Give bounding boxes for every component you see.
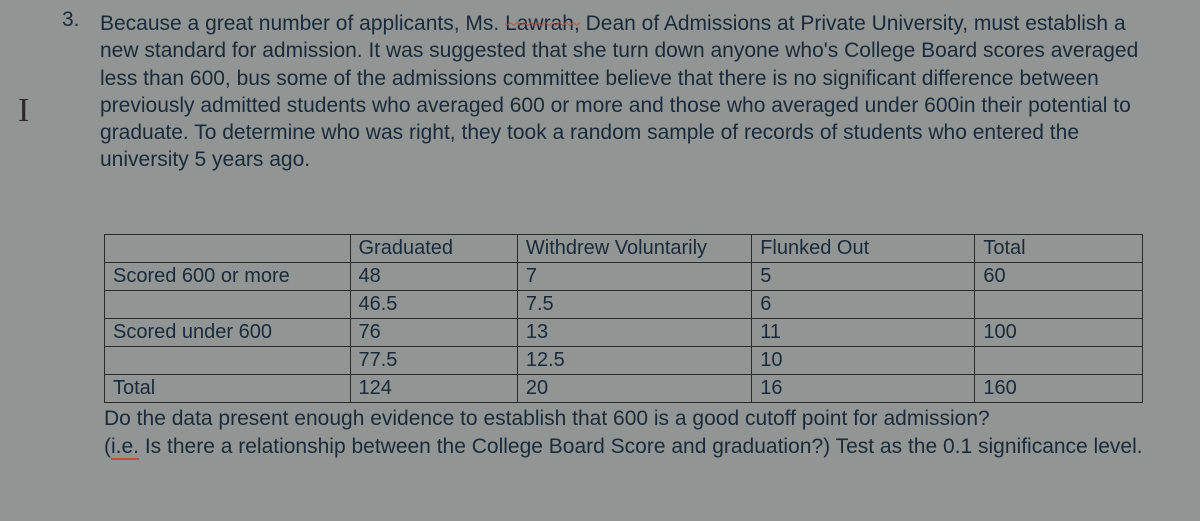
- question-tail: Do the data present enough evidence to e…: [100, 405, 1160, 460]
- cell: 160: [975, 374, 1142, 402]
- row-label: Scored under 600: [105, 318, 351, 346]
- cell: 7.5: [517, 290, 751, 318]
- question-number: 3.: [62, 8, 80, 32]
- cell: 5: [752, 262, 975, 290]
- question-body: Because a great number of applicants, Ms…: [100, 10, 1160, 174]
- table-row: 46.5 7.5 6: [105, 290, 1143, 318]
- worksheet-page: I 3. Because a great number of applicant…: [0, 0, 1200, 521]
- tail-rest: Is there a relationship between the Coll…: [139, 435, 1143, 458]
- table-row: Scored 600 or more 48 7 5 60: [105, 262, 1143, 290]
- row-label: [105, 290, 351, 318]
- row-label: Total: [105, 374, 351, 402]
- table-row-total: Total 124 20 16 160: [105, 374, 1143, 402]
- spellcheck-word: Lawrah,: [505, 12, 580, 35]
- cell: 46.5: [350, 290, 517, 318]
- body-part-a: Because a great number of applicants, Ms…: [100, 12, 505, 35]
- cell: [975, 290, 1142, 318]
- cell: 100: [975, 318, 1142, 346]
- body-part-b: Dean of Admissions at Private University…: [100, 12, 1138, 171]
- data-table: Graduated Withdrew Voluntarily Flunked O…: [104, 234, 1143, 403]
- cell: 60: [975, 262, 1142, 290]
- header-total: Total: [975, 234, 1142, 262]
- spellcheck-word: i.e.: [111, 435, 139, 460]
- cell: 7: [517, 262, 751, 290]
- text-cursor-icon: I: [18, 92, 29, 130]
- cell: 10: [752, 346, 975, 374]
- header-withdrew: Withdrew Voluntarily: [517, 234, 751, 262]
- cell: 6: [752, 290, 975, 318]
- cell: 11: [752, 318, 975, 346]
- cell: 13: [517, 318, 751, 346]
- tail-line-1: Do the data present enough evidence to e…: [104, 407, 990, 430]
- header-flunked: Flunked Out: [752, 234, 975, 262]
- cell: 12.5: [517, 346, 751, 374]
- header-graduated: Graduated: [350, 234, 517, 262]
- row-label: Scored 600 or more: [105, 262, 351, 290]
- cell: 124: [350, 374, 517, 402]
- header-blank: [105, 234, 351, 262]
- cell: [975, 346, 1142, 374]
- table-row: Scored under 600 76 13 11 100: [105, 318, 1143, 346]
- cell: 76: [350, 318, 517, 346]
- cell: 77.5: [350, 346, 517, 374]
- table-row: 77.5 12.5 10: [105, 346, 1143, 374]
- cell: 20: [517, 374, 751, 402]
- cell: 16: [752, 374, 975, 402]
- table-header-row: Graduated Withdrew Voluntarily Flunked O…: [105, 234, 1143, 262]
- cell: 48: [350, 262, 517, 290]
- row-label: [105, 346, 351, 374]
- tail-paren: (: [104, 435, 111, 458]
